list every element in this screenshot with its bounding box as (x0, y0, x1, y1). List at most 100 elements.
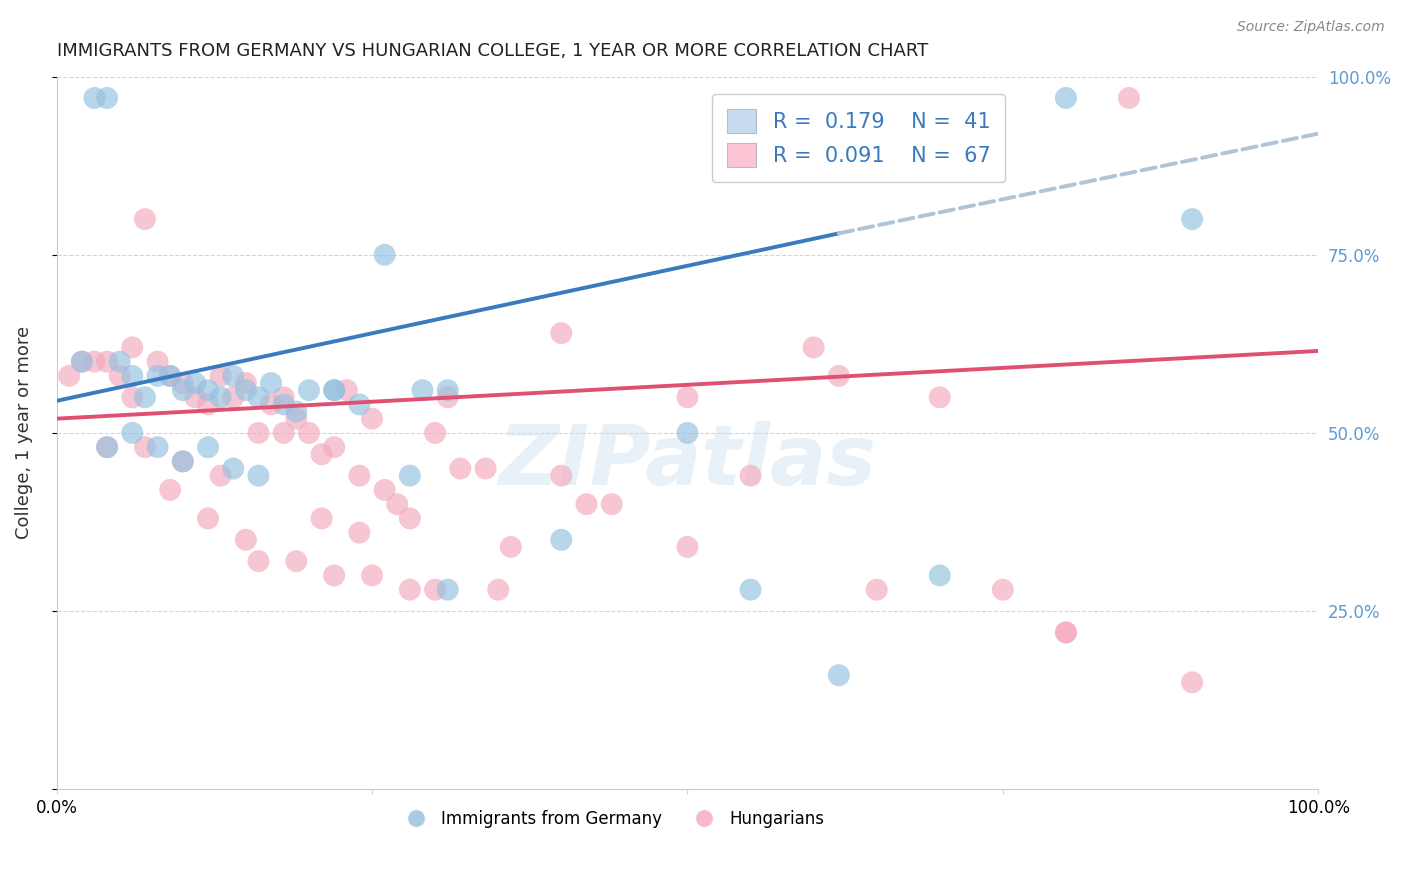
Point (222, 461, 245, 475)
Point (121, 425, 143, 440)
Point (550, 326, 572, 340)
Point (134, 390, 156, 404)
Point (600, 497, 623, 511)
Point (83, 91, 105, 105)
Point (285, 554, 308, 568)
Point (108, 354, 131, 368)
Legend: Immigrants from Germany, Hungarians: Immigrants from Germany, Hungarians (392, 803, 831, 834)
Point (96, 440, 118, 454)
Point (374, 248, 396, 262)
Point (273, 397, 295, 411)
Point (323, 383, 346, 397)
Point (550, 533, 572, 547)
Point (70, 354, 93, 368)
Point (197, 383, 219, 397)
Point (96, 91, 118, 105)
Point (423, 582, 446, 597)
Point (323, 440, 346, 454)
Point (740, 468, 762, 483)
Point (273, 390, 295, 404)
Point (121, 390, 143, 404)
Point (311, 511, 333, 525)
Point (146, 354, 169, 368)
Point (349, 397, 371, 411)
Point (222, 390, 245, 404)
Point (399, 582, 422, 597)
Point (209, 468, 232, 483)
Point (740, 582, 762, 597)
Point (108, 368, 131, 383)
Point (172, 376, 194, 390)
Point (83, 354, 105, 368)
Point (928, 390, 950, 404)
Point (1054, 625, 1077, 640)
Point (298, 425, 321, 440)
Text: ZIPatlas: ZIPatlas (499, 421, 876, 502)
Point (172, 383, 194, 397)
Text: IMMIGRANTS FROM GERMANY VS HUNGARIAN COLLEGE, 1 YEAR OR MORE CORRELATION CHART: IMMIGRANTS FROM GERMANY VS HUNGARIAN COL… (56, 42, 928, 60)
Point (399, 468, 422, 483)
Point (222, 368, 245, 383)
Point (58, 368, 80, 383)
Point (1118, 91, 1140, 105)
Point (235, 533, 257, 547)
Point (550, 468, 572, 483)
Point (298, 383, 321, 397)
Point (828, 368, 851, 383)
Point (172, 454, 194, 468)
Point (449, 461, 471, 475)
Point (184, 390, 207, 404)
Point (235, 383, 257, 397)
Point (349, 468, 371, 483)
Point (399, 511, 422, 525)
Point (247, 468, 270, 483)
Point (121, 368, 143, 383)
Point (803, 340, 825, 354)
Point (285, 404, 308, 418)
Point (121, 340, 143, 354)
Point (436, 383, 458, 397)
Point (676, 390, 699, 404)
Point (134, 212, 156, 227)
Point (676, 540, 699, 554)
Point (247, 554, 270, 568)
Point (247, 425, 270, 440)
Point (1181, 212, 1204, 227)
Point (499, 540, 522, 554)
Point (209, 368, 232, 383)
Point (828, 668, 851, 682)
Point (184, 376, 207, 390)
Point (197, 511, 219, 525)
Point (323, 568, 346, 582)
Point (436, 390, 458, 404)
Point (349, 525, 371, 540)
Point (336, 383, 359, 397)
Point (159, 368, 181, 383)
Point (96, 440, 118, 454)
Y-axis label: College, 1 year or more: College, 1 year or more (15, 326, 32, 540)
Point (991, 582, 1014, 597)
Point (423, 425, 446, 440)
Point (928, 568, 950, 582)
Point (1054, 625, 1077, 640)
Point (1054, 91, 1077, 105)
Point (411, 383, 433, 397)
Point (273, 425, 295, 440)
Point (866, 582, 889, 597)
Point (1181, 675, 1204, 690)
Point (387, 497, 409, 511)
Point (159, 368, 181, 383)
Point (361, 568, 384, 582)
Point (474, 461, 496, 475)
Point (134, 440, 156, 454)
Point (323, 383, 346, 397)
Point (197, 397, 219, 411)
Point (676, 425, 699, 440)
Point (146, 368, 169, 383)
Point (247, 390, 270, 404)
Point (436, 582, 458, 597)
Point (575, 497, 598, 511)
Point (159, 483, 181, 497)
Point (197, 440, 219, 454)
Point (285, 411, 308, 425)
